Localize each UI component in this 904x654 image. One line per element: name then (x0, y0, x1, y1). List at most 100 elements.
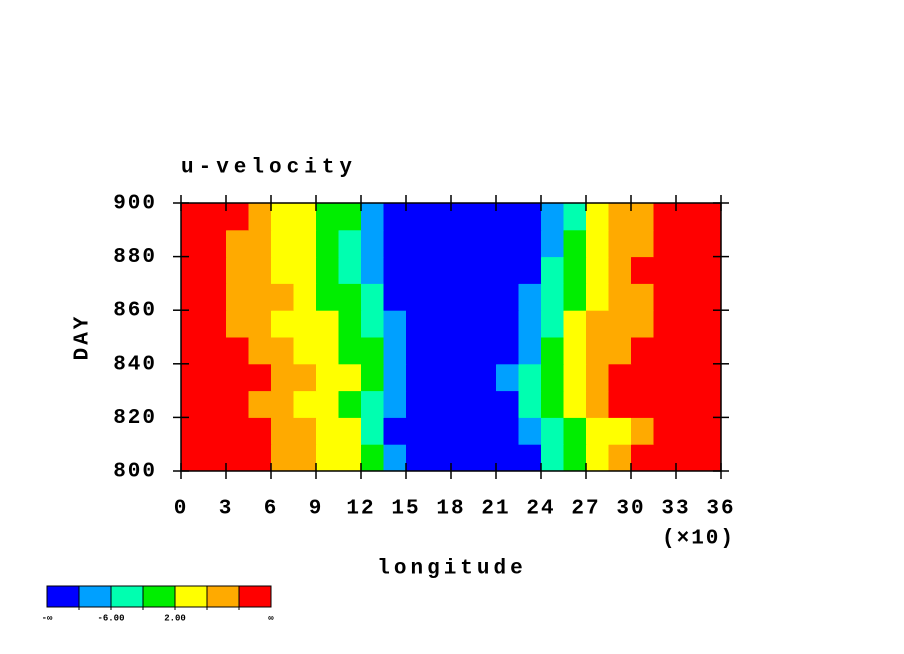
field-cell (608, 444, 632, 472)
field-cell (428, 444, 452, 472)
field-cell (428, 390, 452, 418)
field-cell (316, 203, 339, 231)
field-cell (676, 256, 699, 284)
field-cell (383, 363, 407, 392)
colorbar-swatch (207, 586, 239, 607)
field-cell (248, 444, 272, 472)
field-cell (473, 444, 497, 472)
field-cell (361, 283, 384, 311)
field-cell (226, 417, 249, 445)
field-cell (181, 390, 204, 418)
x-tick-label: 15 (391, 498, 420, 521)
field-cell (608, 363, 632, 392)
y-tick-label: 840 (113, 353, 157, 376)
field-cell (293, 283, 317, 311)
field-cell (518, 363, 542, 392)
colorbar-frame (46, 585, 272, 608)
field-cell (361, 444, 384, 472)
field-cell (698, 390, 722, 418)
field-cell (293, 390, 317, 418)
field-cell (608, 229, 632, 258)
field-cell (226, 390, 249, 418)
field-cell (203, 229, 227, 258)
field-cell (316, 256, 339, 284)
x-tick-label: 30 (616, 498, 645, 521)
field-cell (518, 310, 542, 338)
field-cell (406, 310, 429, 338)
field-cell (316, 390, 339, 418)
field-cell (361, 363, 384, 392)
field-cell (496, 417, 519, 445)
field-cell (496, 229, 519, 258)
field-cell (361, 417, 384, 445)
field-cell (248, 229, 272, 258)
field-cell (563, 203, 587, 231)
field-cell (361, 310, 384, 338)
field-cell (451, 283, 474, 311)
field-cell (586, 229, 609, 258)
field-cell (541, 363, 564, 392)
field-cell (563, 283, 587, 311)
field-cell (406, 337, 429, 365)
field-cell (181, 256, 204, 284)
field-cell (338, 417, 362, 445)
x-tick-label: 21 (481, 498, 510, 521)
field-cell (181, 337, 204, 365)
field-cell (181, 417, 204, 445)
field-cell (631, 417, 654, 445)
field-cell (563, 417, 587, 445)
field-cell (586, 256, 609, 284)
colorbar-label: ∞ (268, 613, 274, 623)
field-cell (563, 256, 587, 284)
x-tick-label: 0 (174, 498, 189, 521)
field-cell (361, 229, 384, 258)
field-cell (406, 229, 429, 258)
field-cell (338, 256, 362, 284)
field-cell (271, 310, 294, 338)
field-cell (383, 337, 407, 365)
field-cell (451, 229, 474, 258)
field-cell (451, 444, 474, 472)
field-cell (248, 203, 272, 231)
field-cell (181, 363, 204, 392)
field-cell (541, 417, 564, 445)
field-cell (608, 310, 632, 338)
field-cell (586, 283, 609, 311)
field-cell (203, 363, 227, 392)
field-cell (338, 363, 362, 392)
field-cell (248, 337, 272, 365)
field-cell (293, 310, 317, 338)
field-cell (271, 337, 294, 365)
field-cell (406, 283, 429, 311)
colorbar-swatch (79, 586, 111, 607)
field-cell (586, 363, 609, 392)
field-cell (428, 363, 452, 392)
field-cell (271, 203, 294, 231)
field-cell (473, 203, 497, 231)
x-tick-label: 12 (346, 498, 375, 521)
field-cell (698, 417, 722, 445)
field-cell (451, 256, 474, 284)
field-cell (361, 337, 384, 365)
y-axis-label: DAY (72, 314, 95, 361)
field-cell (698, 337, 722, 365)
field-cell (383, 310, 407, 338)
field-cell (653, 417, 677, 445)
field-cell (226, 310, 249, 338)
x-multiplier: (×10) (662, 528, 735, 551)
field-cell (248, 283, 272, 311)
field-cell (586, 310, 609, 338)
field-cell (608, 417, 632, 445)
field-cell (541, 229, 564, 258)
field-cell (631, 203, 654, 231)
field-cell (608, 203, 632, 231)
field-cell (586, 390, 609, 418)
field-cell (181, 203, 204, 231)
field-cell (518, 337, 542, 365)
y-tick-label: 800 (113, 461, 157, 484)
field-cell (698, 203, 722, 231)
field-cell (226, 363, 249, 392)
field-cell (181, 444, 204, 472)
field-cell (653, 363, 677, 392)
field-cell (698, 444, 722, 472)
